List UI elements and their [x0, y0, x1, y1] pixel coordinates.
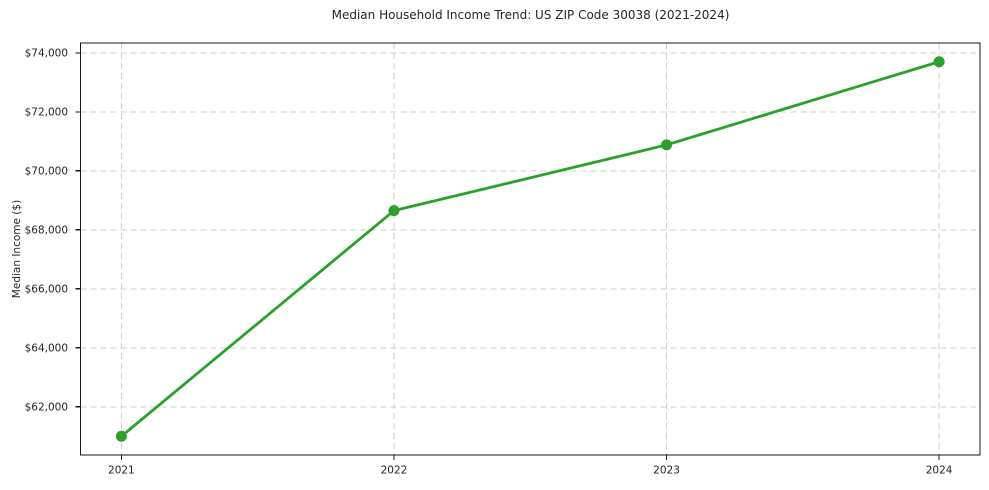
data-point	[115, 430, 127, 442]
data-point	[933, 56, 945, 68]
y-tick-label: $64,000	[25, 342, 68, 354]
x-tick-label: 2022	[381, 465, 408, 477]
y-tick-label: $66,000	[25, 283, 68, 295]
chart-title: Median Household Income Trend: US ZIP Co…	[331, 8, 730, 22]
y-tick-label: $74,000	[25, 47, 68, 59]
data-point	[388, 205, 400, 217]
y-tick-label: $72,000	[25, 106, 68, 118]
plot-border	[79, 42, 981, 456]
data-point	[661, 139, 673, 151]
x-tick-label: 2021	[108, 465, 135, 477]
y-tick-label: $70,000	[25, 165, 68, 177]
y-tick-label: $68,000	[25, 224, 68, 236]
x-tick-label: 2023	[653, 465, 680, 477]
trend-line	[119, 60, 941, 438]
y-tick-label: $62,000	[25, 401, 68, 413]
x-tick-label: 2024	[926, 465, 953, 477]
